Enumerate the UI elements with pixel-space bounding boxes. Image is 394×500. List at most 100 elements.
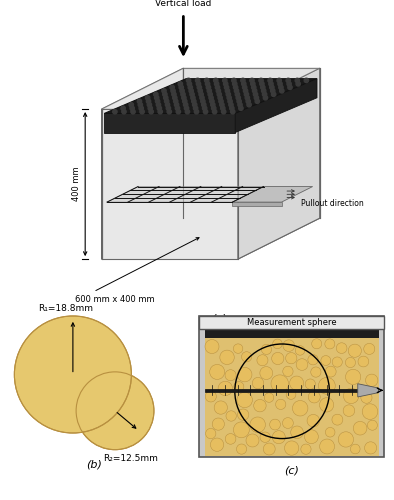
Circle shape [347, 392, 355, 400]
Circle shape [208, 343, 216, 350]
Circle shape [294, 402, 307, 414]
Circle shape [253, 420, 263, 430]
Circle shape [216, 88, 221, 93]
Circle shape [149, 110, 153, 114]
Circle shape [206, 85, 211, 89]
Circle shape [225, 434, 236, 444]
Circle shape [328, 430, 333, 434]
Circle shape [314, 342, 319, 346]
Circle shape [53, 355, 92, 394]
Circle shape [257, 382, 259, 384]
Circle shape [294, 429, 300, 436]
Circle shape [362, 360, 364, 362]
Circle shape [275, 342, 280, 346]
Circle shape [302, 445, 310, 454]
Circle shape [323, 358, 328, 363]
Circle shape [243, 374, 246, 376]
Circle shape [283, 340, 295, 351]
Circle shape [305, 379, 316, 390]
Circle shape [268, 396, 271, 399]
Circle shape [296, 346, 304, 354]
Circle shape [286, 442, 297, 454]
Circle shape [287, 422, 289, 424]
Circle shape [308, 391, 320, 403]
Circle shape [215, 85, 220, 89]
Circle shape [336, 419, 338, 420]
Circle shape [262, 434, 269, 440]
Circle shape [250, 438, 255, 442]
Circle shape [248, 436, 257, 445]
Circle shape [113, 110, 117, 114]
Circle shape [321, 356, 331, 366]
Circle shape [176, 110, 180, 114]
Text: (c): (c) [284, 465, 299, 475]
Circle shape [277, 343, 278, 344]
Circle shape [326, 367, 335, 376]
Circle shape [353, 348, 357, 353]
Circle shape [336, 418, 339, 422]
Circle shape [368, 347, 371, 351]
Circle shape [272, 422, 278, 427]
Circle shape [351, 374, 356, 380]
Circle shape [360, 358, 367, 365]
Circle shape [223, 386, 228, 391]
Circle shape [344, 406, 354, 415]
Circle shape [368, 421, 377, 430]
Circle shape [240, 411, 247, 418]
Circle shape [276, 342, 279, 345]
Circle shape [346, 408, 352, 414]
Circle shape [209, 432, 212, 436]
Circle shape [275, 434, 282, 440]
Circle shape [221, 352, 233, 364]
Circle shape [347, 370, 359, 384]
Circle shape [295, 78, 299, 82]
Circle shape [138, 102, 143, 107]
Circle shape [297, 406, 303, 411]
Circle shape [343, 437, 348, 442]
Circle shape [278, 402, 283, 407]
Circle shape [221, 384, 230, 393]
Circle shape [180, 88, 184, 93]
Circle shape [264, 347, 269, 352]
Circle shape [203, 106, 207, 110]
Circle shape [240, 412, 246, 418]
Circle shape [327, 342, 332, 346]
Circle shape [366, 374, 378, 386]
Circle shape [303, 446, 309, 452]
Circle shape [238, 394, 251, 406]
Circle shape [369, 422, 376, 428]
Circle shape [290, 447, 293, 450]
Circle shape [287, 82, 291, 86]
Circle shape [215, 442, 219, 447]
Polygon shape [235, 78, 317, 132]
Circle shape [225, 88, 230, 93]
Circle shape [311, 394, 317, 400]
Polygon shape [358, 384, 379, 397]
Circle shape [287, 390, 295, 398]
Circle shape [271, 88, 275, 93]
Circle shape [312, 338, 322, 349]
Circle shape [364, 396, 368, 400]
Text: Measurement sphere: Measurement sphere [247, 318, 336, 327]
Circle shape [225, 355, 229, 360]
Circle shape [285, 420, 291, 426]
Circle shape [313, 370, 318, 374]
Circle shape [250, 78, 254, 82]
Circle shape [230, 110, 235, 114]
Circle shape [209, 394, 213, 398]
Circle shape [214, 442, 220, 448]
Circle shape [322, 442, 332, 452]
Circle shape [310, 393, 318, 401]
Circle shape [266, 446, 272, 452]
Circle shape [269, 85, 274, 89]
Circle shape [296, 382, 298, 384]
Circle shape [198, 88, 203, 93]
Circle shape [315, 371, 317, 373]
Circle shape [305, 448, 307, 450]
Circle shape [351, 445, 359, 453]
Circle shape [187, 82, 191, 86]
Circle shape [273, 339, 282, 348]
Circle shape [326, 340, 334, 348]
Circle shape [277, 358, 279, 360]
Polygon shape [102, 218, 320, 259]
